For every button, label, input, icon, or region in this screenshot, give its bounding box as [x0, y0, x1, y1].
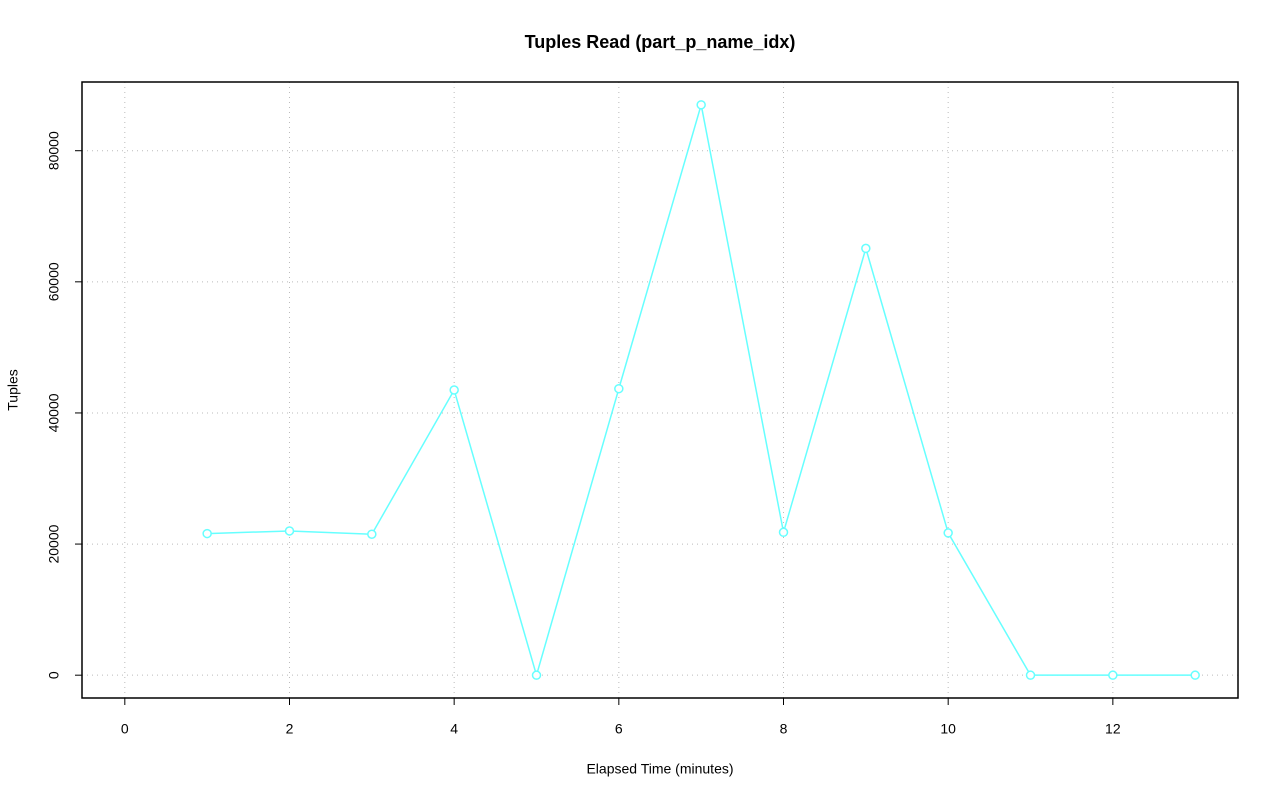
- data-point: [1190, 670, 1200, 680]
- y-tick-label: 60000: [46, 262, 62, 301]
- data-point: [696, 100, 706, 110]
- data-point: [531, 670, 542, 680]
- data-point: [284, 526, 295, 536]
- data-point: [367, 529, 377, 539]
- data-point: [449, 385, 459, 395]
- x-tick-label: 4: [450, 721, 458, 737]
- data-point: [1025, 670, 1036, 680]
- y-tick-label: 80000: [46, 131, 62, 170]
- x-tick-label: 2: [286, 721, 294, 737]
- data-point: [202, 528, 212, 539]
- data-point: [861, 243, 871, 254]
- plot-frame: [81, 81, 1239, 699]
- x-tick-label: 0: [121, 721, 129, 737]
- data-point: [1108, 670, 1118, 680]
- y-tick-label: 0: [46, 671, 62, 679]
- data-point: [614, 383, 624, 394]
- data-point: [778, 527, 789, 538]
- x-tick-label: 12: [1105, 721, 1121, 737]
- x-tick-label: 10: [940, 721, 956, 737]
- data-point: [943, 528, 953, 538]
- y-axis-label: Tuples: [5, 369, 21, 411]
- y-tick-label: 40000: [46, 393, 62, 432]
- series-line: [207, 104, 1196, 678]
- x-axis-label: Elapsed Time (minutes): [586, 761, 733, 777]
- y-tick-label: 20000: [46, 524, 62, 563]
- x-tick-label: 6: [615, 721, 623, 737]
- x-tick-label: 8: [780, 721, 788, 737]
- chart-title: Tuples Read (part_p_name_idx): [525, 32, 796, 52]
